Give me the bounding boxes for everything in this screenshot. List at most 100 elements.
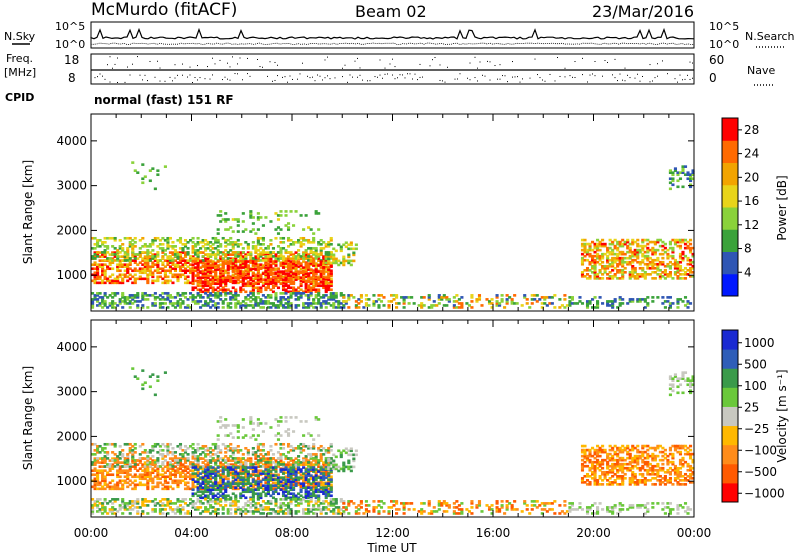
power-cell bbox=[329, 253, 333, 256]
velocity-cell bbox=[106, 473, 110, 477]
power-cell bbox=[271, 302, 276, 305]
power-cell bbox=[580, 244, 585, 248]
power-cell bbox=[312, 272, 316, 275]
velocity-cell bbox=[244, 468, 248, 471]
power-cell bbox=[93, 243, 97, 246]
power-cell bbox=[178, 236, 183, 240]
velocity-cell bbox=[226, 484, 230, 488]
power-cell bbox=[251, 264, 255, 267]
power-cell bbox=[181, 263, 185, 267]
power-cell bbox=[166, 241, 170, 244]
velocity-cell bbox=[249, 466, 253, 469]
power-cell bbox=[191, 277, 195, 281]
power-cell bbox=[138, 238, 142, 242]
power-cell bbox=[216, 245, 220, 248]
power-cell bbox=[535, 294, 539, 297]
power-cell bbox=[307, 284, 311, 288]
power-cell bbox=[302, 266, 306, 269]
power-cell bbox=[593, 268, 597, 272]
power-cell bbox=[166, 294, 170, 297]
power-cell bbox=[229, 243, 233, 246]
power-cell bbox=[616, 252, 620, 256]
power-cell bbox=[284, 306, 288, 309]
power-cell bbox=[113, 259, 117, 262]
power-cell bbox=[146, 298, 150, 301]
power-cell bbox=[339, 302, 343, 305]
power-cell bbox=[194, 269, 198, 273]
nave-dot bbox=[399, 74, 401, 76]
velocity-cell bbox=[98, 487, 102, 491]
velocity-cell bbox=[276, 478, 281, 481]
power-cell bbox=[590, 271, 595, 274]
power-cell bbox=[96, 243, 100, 246]
nave-dot bbox=[444, 81, 446, 83]
power-cell bbox=[108, 263, 112, 267]
velocity-cell bbox=[118, 475, 122, 479]
nave-dot bbox=[139, 74, 141, 76]
power-cell bbox=[101, 279, 105, 283]
velocity-cell bbox=[173, 451, 178, 454]
power-cell bbox=[651, 248, 655, 252]
power-cell bbox=[616, 271, 620, 274]
velocity-cell bbox=[254, 453, 258, 456]
power-cell bbox=[236, 302, 240, 305]
power-cell bbox=[487, 302, 492, 305]
velocity-cell bbox=[261, 487, 265, 491]
power-cell bbox=[668, 171, 672, 174]
velocity-cell bbox=[216, 457, 220, 460]
power-cell bbox=[279, 249, 283, 252]
velocity-cell bbox=[312, 444, 316, 448]
velocity-cell bbox=[236, 449, 240, 452]
nsky-trace bbox=[90, 27, 695, 40]
power-cell bbox=[171, 302, 175, 305]
velocity-cell bbox=[176, 469, 180, 473]
power-cell bbox=[317, 228, 321, 231]
power-cell bbox=[188, 263, 193, 267]
power-cell bbox=[668, 271, 672, 274]
power-cell bbox=[686, 306, 690, 309]
freq-dot bbox=[487, 60, 488, 62]
power-cell bbox=[196, 276, 200, 279]
power-cell bbox=[113, 236, 117, 240]
power-cell bbox=[377, 306, 381, 309]
power-cell bbox=[636, 300, 640, 303]
velocity-cell bbox=[183, 473, 188, 477]
velocity-cell bbox=[211, 472, 215, 475]
velocity-cell bbox=[128, 447, 132, 450]
power-cell bbox=[653, 271, 657, 274]
freq-dot bbox=[207, 66, 208, 68]
power-cell bbox=[342, 259, 346, 263]
velocity-cell bbox=[188, 487, 193, 491]
power-cell bbox=[91, 267, 95, 271]
velocity-cell bbox=[256, 444, 260, 448]
power-cell bbox=[543, 296, 547, 299]
power-cell bbox=[688, 260, 693, 264]
power-cell bbox=[136, 171, 140, 174]
power-cell bbox=[312, 232, 316, 235]
power-cell bbox=[249, 300, 253, 303]
power-cell bbox=[176, 261, 180, 264]
power-cell bbox=[98, 275, 102, 279]
velocity-cell bbox=[156, 467, 160, 470]
power-cell bbox=[588, 268, 592, 272]
power-cell bbox=[611, 248, 615, 252]
power-cell bbox=[633, 250, 637, 254]
power-cell bbox=[161, 263, 165, 267]
power-cell bbox=[246, 282, 250, 286]
power-cell bbox=[121, 279, 125, 283]
velocity-cell bbox=[229, 442, 233, 446]
velocity-cell bbox=[188, 463, 193, 466]
velocity-cell bbox=[209, 474, 213, 477]
power-cell bbox=[327, 296, 331, 299]
velocity-cell bbox=[133, 485, 137, 489]
nave-dot bbox=[359, 74, 361, 76]
velocity-cell bbox=[131, 444, 135, 448]
power-cell bbox=[204, 243, 208, 246]
velocity-cell bbox=[292, 459, 296, 462]
power-cell bbox=[236, 243, 240, 246]
power-cell bbox=[289, 292, 293, 295]
power-cell bbox=[314, 247, 318, 250]
power-cell bbox=[204, 259, 208, 262]
velocity-cell bbox=[216, 451, 220, 454]
